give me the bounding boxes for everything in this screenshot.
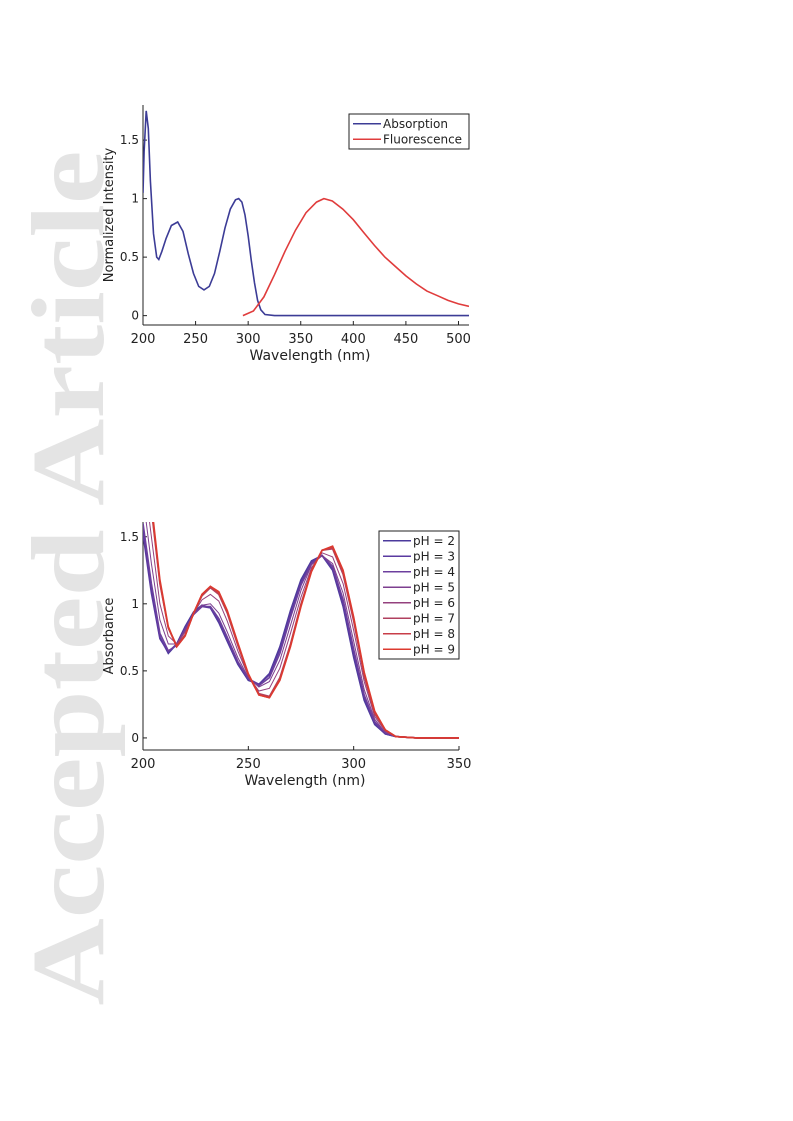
x-axis-label: Wavelength (nm) bbox=[250, 348, 371, 364]
x-tick-label: 200 bbox=[131, 332, 156, 347]
plot-area bbox=[143, 110, 469, 317]
x-tick-label: 200 bbox=[131, 757, 156, 772]
x-tick-label: 450 bbox=[393, 332, 418, 347]
legend-entry: Fluorescence bbox=[383, 132, 462, 146]
data-line bbox=[143, 110, 469, 317]
x-tick-label: 250 bbox=[236, 757, 261, 772]
x-tick-label: 400 bbox=[341, 332, 366, 347]
x-tick-label: 250 bbox=[183, 332, 208, 347]
x-tick-label: 300 bbox=[236, 332, 261, 347]
x-tick-label: 300 bbox=[341, 757, 366, 772]
legend-entry: pH = 5 bbox=[413, 580, 455, 594]
legend-box bbox=[378, 530, 460, 660]
watermark: Accepted Article bbox=[11, 151, 126, 1006]
data-line bbox=[242, 197, 469, 317]
legend-entry: pH = 7 bbox=[413, 611, 455, 625]
plot-area bbox=[143, 522, 459, 739]
x-tick-label: 350 bbox=[288, 332, 313, 347]
y-axis-label: Normalized Intensity bbox=[102, 147, 117, 282]
y-tick-label: 1.5 bbox=[120, 133, 139, 147]
y-tick-label: 0 bbox=[131, 309, 139, 323]
y-tick-label: 0.5 bbox=[120, 250, 139, 264]
legend-entry: pH = 9 bbox=[413, 642, 455, 656]
y-tick-label: 1 bbox=[131, 192, 139, 206]
y-tick-label: 0 bbox=[131, 731, 139, 745]
legend-entry: pH = 4 bbox=[413, 565, 455, 579]
data-line bbox=[152, 522, 459, 739]
x-tick-label: 350 bbox=[447, 757, 472, 772]
legend-entry: pH = 2 bbox=[413, 534, 455, 548]
x-tick-label: 500 bbox=[446, 332, 471, 347]
y-tick-label: 1 bbox=[131, 597, 139, 611]
legend-entry: Absorption bbox=[383, 117, 448, 131]
legend-entry: pH = 6 bbox=[413, 596, 455, 610]
legend-entry: pH = 3 bbox=[413, 549, 455, 563]
x-axis-label: Wavelength (nm) bbox=[245, 773, 366, 789]
y-tick-label: 1.5 bbox=[120, 530, 139, 544]
legend-box bbox=[348, 113, 470, 150]
legend-entry: pH = 8 bbox=[413, 627, 455, 641]
data-line bbox=[145, 522, 459, 739]
y-tick-label: 0.5 bbox=[120, 664, 139, 678]
y-axis-label: Absorbance bbox=[102, 598, 117, 675]
data-line bbox=[149, 522, 459, 739]
